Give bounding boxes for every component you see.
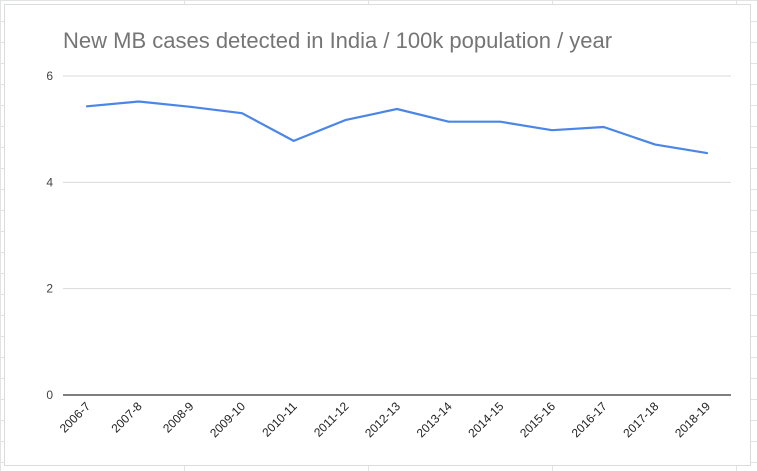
data-point — [240, 111, 244, 115]
x-tick-label: 2008-9 — [160, 399, 197, 436]
y-gridlines — [63, 75, 731, 396]
chart-title: New MB cases detected in India / 100k po… — [63, 28, 612, 53]
y-tick-label: 2 — [46, 282, 53, 296]
data-point — [447, 120, 451, 124]
y-tick-label: 4 — [46, 175, 53, 189]
series-layer — [85, 100, 709, 155]
data-point — [137, 100, 141, 104]
x-axis-ticks: 2006-7 2007-8 2008-9 2009-10 2010-11 2011-12 2… — [57, 399, 714, 440]
x-tick-label: 2013-14 — [414, 399, 455, 440]
x-tick-label: 2016-17 — [569, 399, 610, 440]
x-tick-label: 2015-16 — [517, 399, 558, 440]
series-line — [85, 100, 709, 155]
data-point — [343, 118, 347, 122]
x-tick-label: 2014-15 — [465, 399, 506, 440]
data-point — [498, 120, 502, 124]
x-tick-label: 2009-10 — [207, 399, 248, 440]
sheet-gridline-vertical — [0, 0, 1, 471]
data-point — [188, 105, 192, 109]
data-point — [602, 125, 606, 129]
x-tick-label: 2011-12 — [311, 399, 352, 440]
data-point — [395, 107, 399, 111]
x-tick-label: 2012-13 — [362, 399, 403, 440]
x-tick-label: 2017-18 — [620, 399, 661, 440]
y-tick-label: 0 — [46, 388, 53, 402]
x-tick-label: 2010-11 — [259, 399, 300, 440]
data-point — [85, 104, 89, 108]
x-tick-label: 2018-19 — [672, 399, 713, 440]
data-point — [653, 143, 657, 147]
line-chart: New MB cases detected in India / 100k po… — [46, 28, 731, 440]
x-tick-label: 2007-8 — [108, 399, 145, 436]
sheet-gridline-horizontal — [0, 0, 757, 1]
y-tick-label: 6 — [46, 69, 53, 83]
data-point — [550, 128, 554, 132]
x-tick-label: 2006-7 — [57, 399, 94, 436]
data-point — [292, 139, 296, 143]
chart-card[interactable]: New MB cases detected in India / 100k po… — [4, 4, 751, 466]
y-axis-ticks: 0 2 4 6 — [46, 69, 53, 402]
data-point — [705, 151, 709, 155]
